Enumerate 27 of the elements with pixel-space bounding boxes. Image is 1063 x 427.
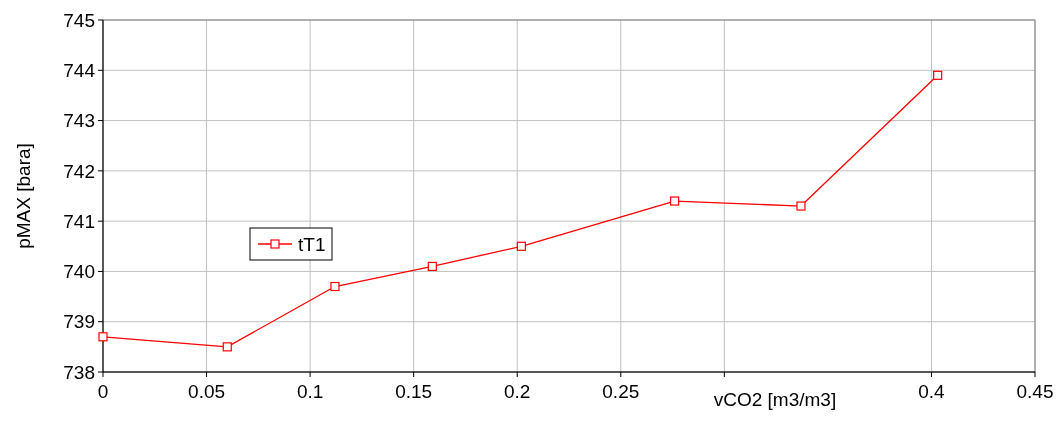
x-tick-label: 0.2 (504, 381, 531, 402)
point (98, 332, 108, 342)
y-tick-label: 741 (63, 210, 95, 232)
x-tick-label: 0 (97, 381, 109, 402)
point (222, 342, 232, 352)
legend-label: tT1 (298, 233, 326, 255)
x-tick-label: 0.1 (296, 381, 324, 402)
x-tick-label: 0.4 (918, 381, 946, 402)
y-tick-label: 739 (63, 311, 95, 333)
x-tick-label: 0.05 (188, 381, 226, 402)
y-tick-label: 743 (63, 110, 95, 132)
x-axis-title: vCO2 [m3/m3] (713, 389, 837, 410)
y-tick-label: 744 (63, 59, 96, 81)
x-tick-label: 0.45 (1016, 381, 1054, 402)
x-tick-label: 0.25 (602, 381, 640, 402)
point (796, 201, 806, 211)
y-tick-label: 740 (63, 261, 95, 283)
x-tick-label: 0.15 (395, 381, 433, 402)
point (933, 70, 943, 80)
point (670, 196, 680, 206)
point (330, 281, 340, 292)
point (427, 261, 437, 271)
point (516, 241, 526, 251)
y-tick-label: 742 (63, 160, 95, 182)
y-tick-label: 745 (63, 9, 95, 31)
y-axis-title: pMAX [bara] (13, 143, 34, 249)
y-tick-label: 738 (63, 361, 95, 383)
